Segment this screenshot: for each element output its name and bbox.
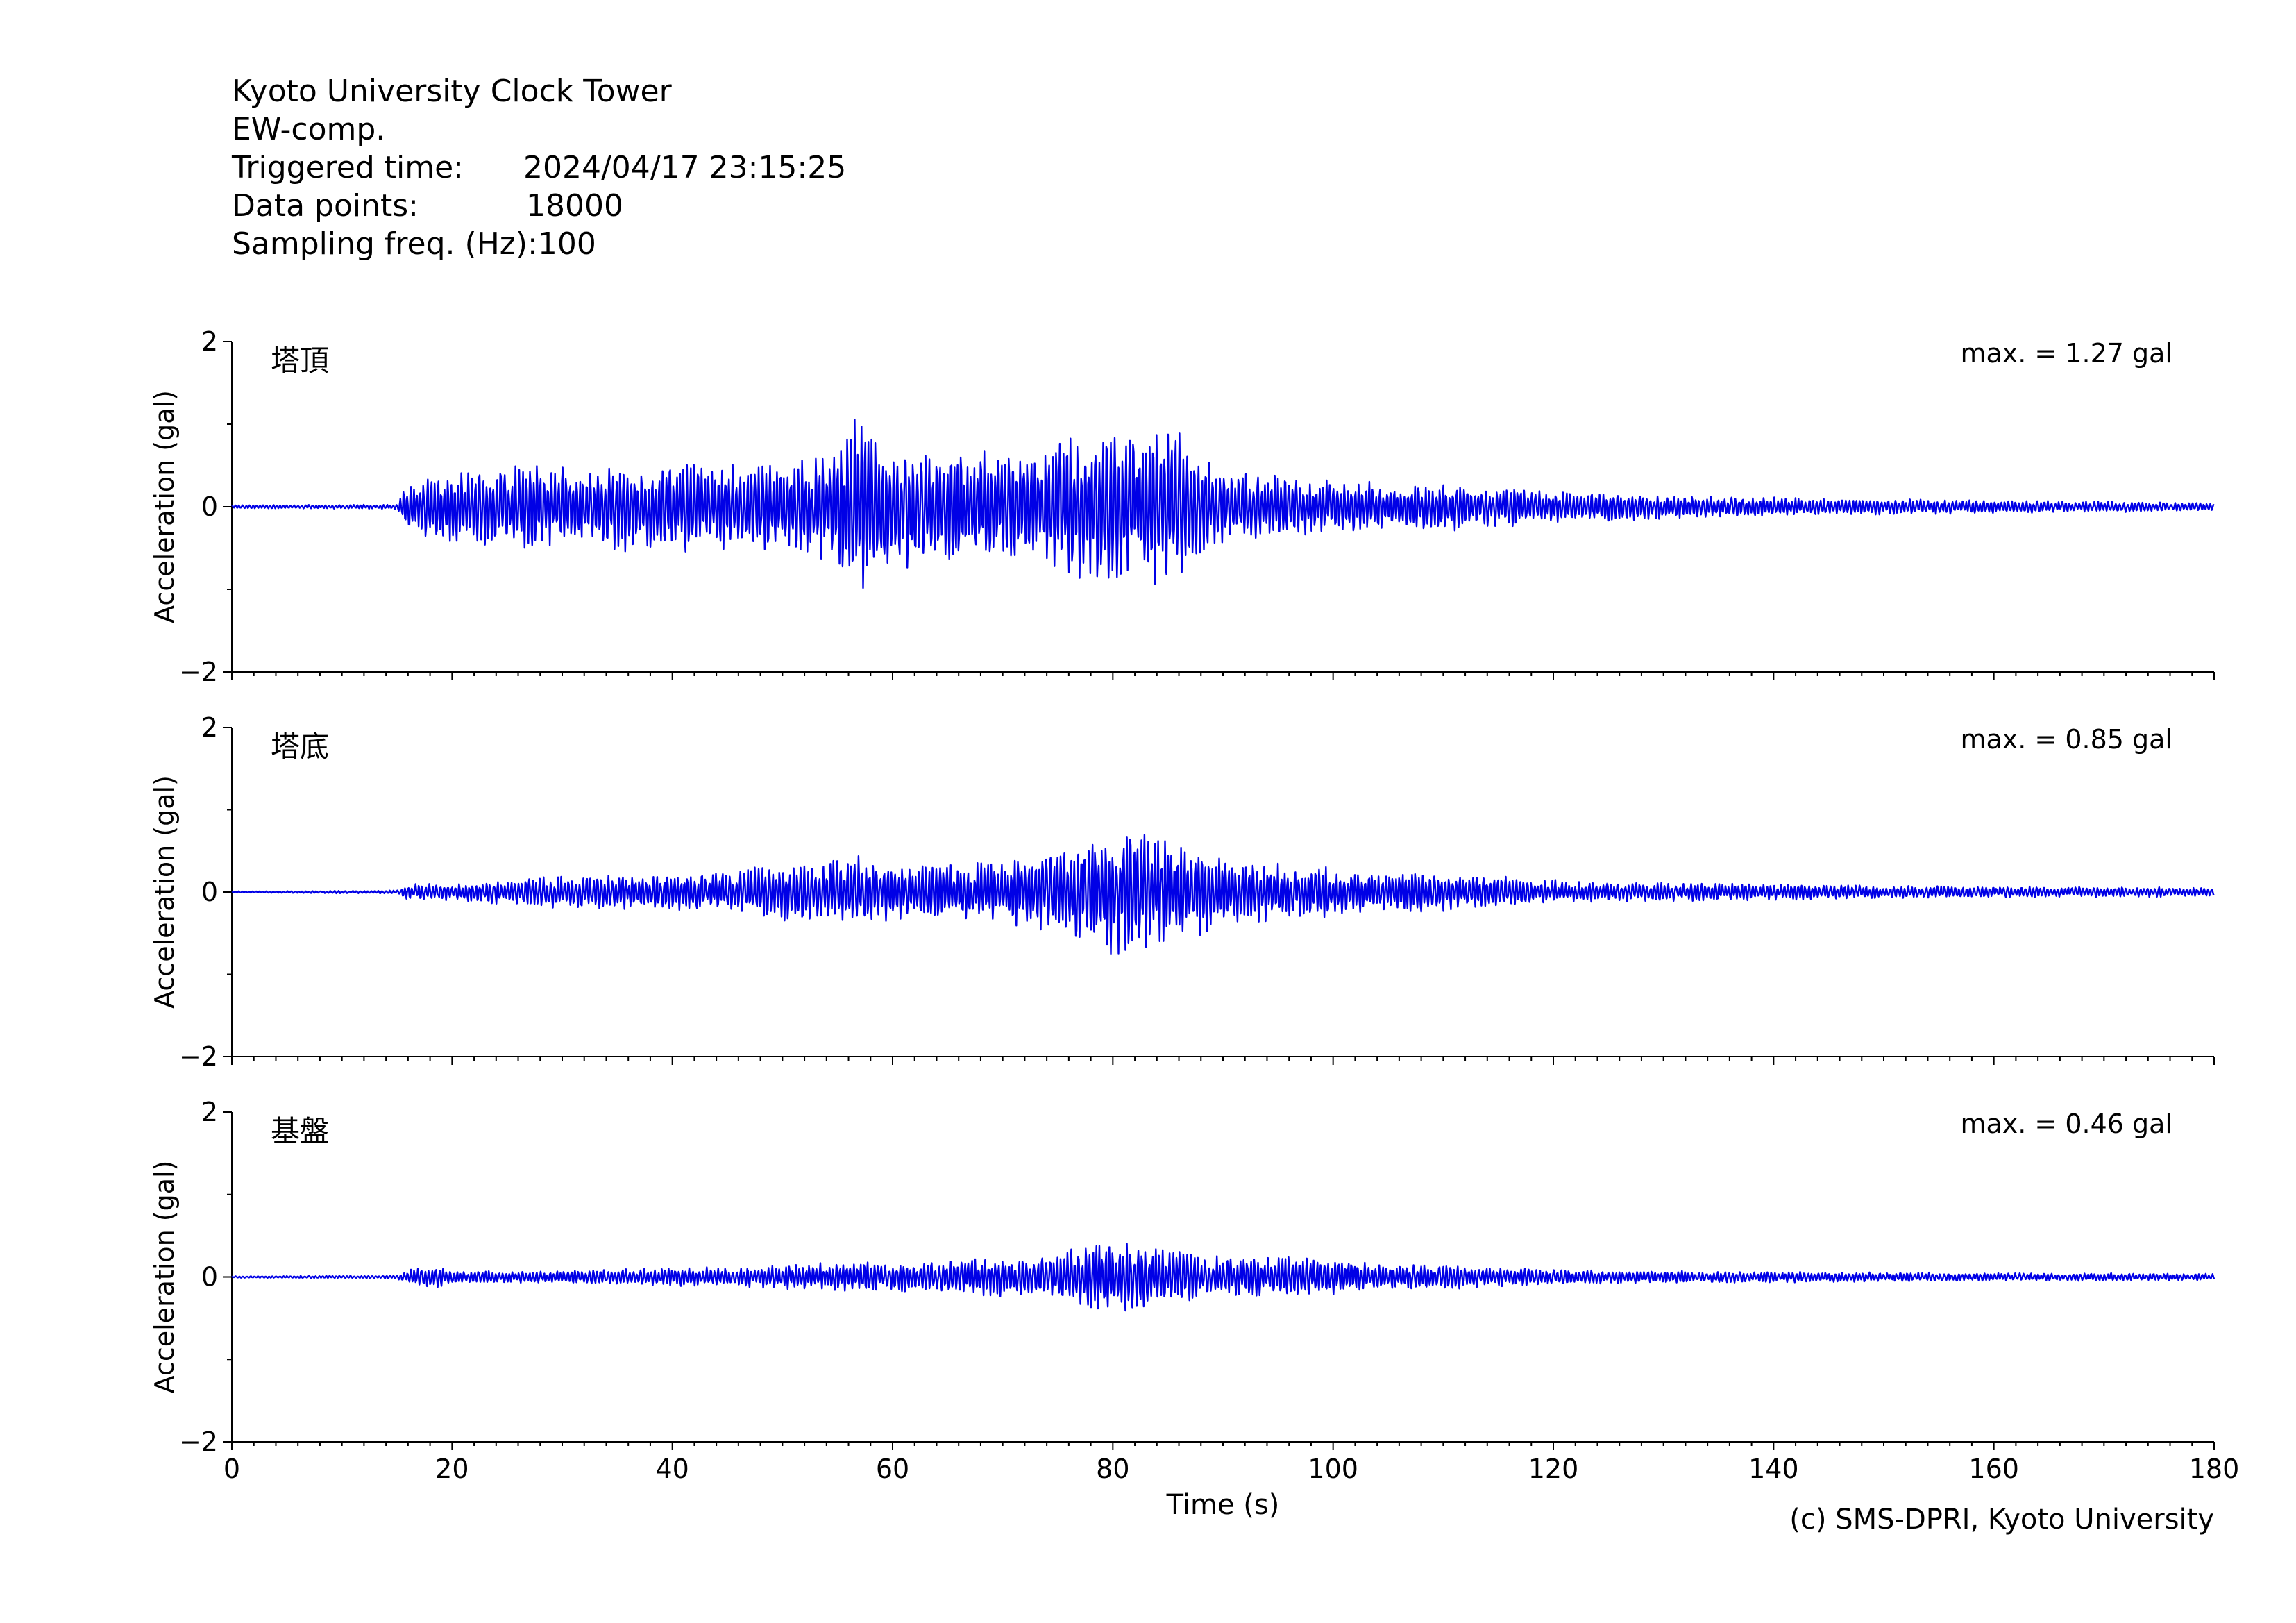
panel-label: 基盤 [271,1114,329,1148]
x-tick-label: 0 [223,1454,240,1484]
x-tick-label: 20 [435,1454,469,1484]
trace-line [231,1243,2215,1312]
x-tick-label: 160 [1968,1454,2019,1484]
header-triggered-row: Triggered time: 2024/04/17 23:15:25 [232,149,846,187]
station-title: Kyoto University Clock Tower [232,74,672,109]
header-block: Kyoto University Clock Tower EW-comp. Tr… [232,72,846,263]
credit-text: (c) SMS-DPRI, Kyoto University [1789,1504,2214,1536]
y-tick-label: −2 [179,1041,218,1072]
sampling-freq-label: Sampling freq. (Hz): [232,226,538,262]
max-value-label: max. = 0.85 gal [1960,724,2172,755]
y-axis-label: Acceleration (gal) [149,775,180,1009]
triggered-time-label: Triggered time: [232,150,464,185]
panel-1: 2 0 −2 Acceleration (gal) 塔頂 max. = 1.27 gal [149,326,2215,687]
y-axis-label: Acceleration (gal) [149,390,180,623]
trace-line [231,419,2215,589]
data-points-value: 18000 [526,188,623,224]
component-label: EW-comp. [232,112,386,147]
header-datapoints-row: Data points: 18000 [232,187,846,225]
x-tick-label: 60 [876,1454,909,1484]
y-tick-label: 0 [201,491,218,522]
x-tick-label: 180 [2189,1454,2240,1484]
sampling-freq-value: 100 [537,226,596,262]
triggered-time-value: 2024/04/17 23:15:25 [523,150,847,185]
x-tick-label: 120 [1528,1454,1579,1484]
x-tick-label: 100 [1308,1454,1358,1484]
y-tick-label: 0 [201,877,218,907]
max-value-label: max. = 0.46 gal [1960,1109,2172,1139]
y-tick-label: 2 [201,1097,218,1127]
header-title-row: Kyoto University Clock Tower [232,72,846,110]
y-tick-label: −2 [179,657,218,687]
panel-2: 2 0 −2 Acceleration (gal) 塔底 max. = 0.85 gal [149,712,2215,1072]
header-component-row: EW-comp. [232,110,846,149]
panel-label: 塔底 [271,730,329,764]
y-axis-label: Acceleration (gal) [149,1161,180,1394]
y-tick-label: 2 [201,712,218,743]
x-tick-label: 80 [1096,1454,1129,1484]
data-points-label: Data points: [232,188,419,224]
panel-3: 20−20 20 40 60 80 100 120 140 160 180Acceleration… [149,1097,2239,1521]
y-tick-label: 2 [201,326,218,357]
header-sampling-row: Sampling freq. (Hz): 100 [232,225,846,263]
panel-label: 塔頂 [271,344,329,378]
x-axis-label: Time (s) [1166,1489,1280,1521]
trace-line [231,834,2215,955]
x-tick-label: 140 [1748,1454,1799,1484]
x-tick-label: 40 [655,1454,689,1484]
y-tick-label: 0 [201,1262,218,1293]
y-tick-label: −2 [179,1427,218,1457]
max-value-label: max. = 1.27 gal [1960,338,2172,369]
